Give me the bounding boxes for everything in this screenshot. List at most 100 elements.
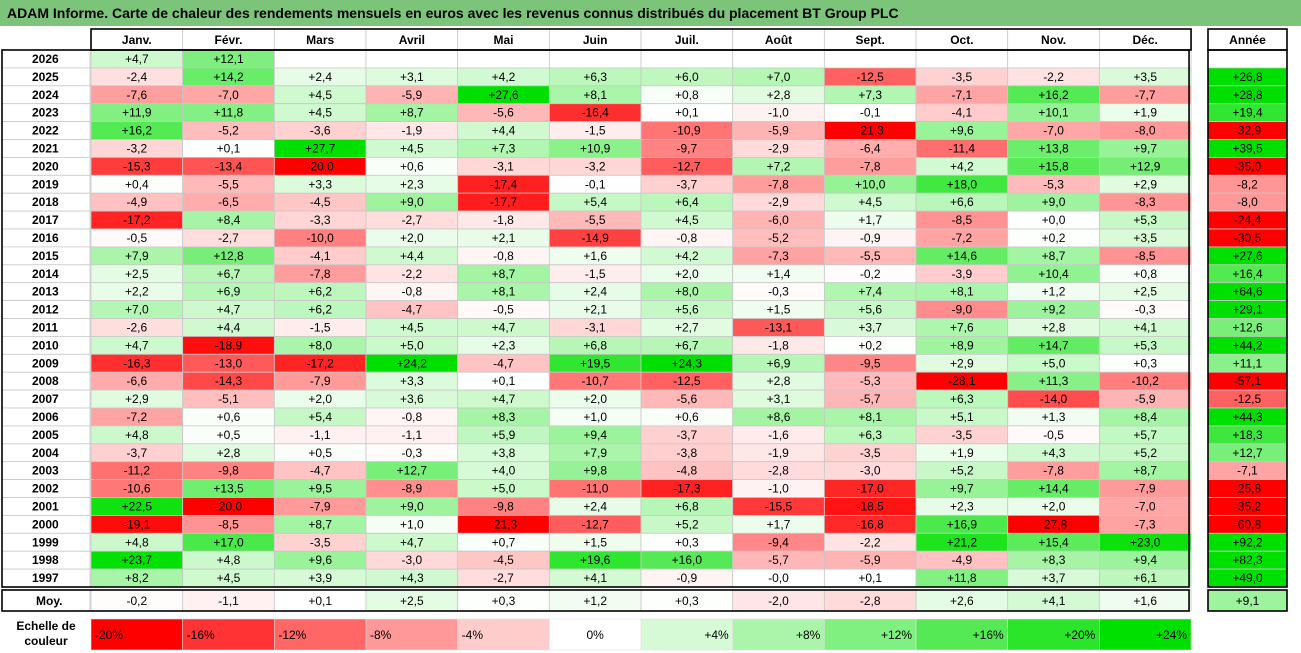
cell-value: +3,3 xyxy=(400,374,424,388)
year-value: -8,0 xyxy=(1237,195,1258,209)
cell-value: +4,1 xyxy=(1133,321,1157,335)
month-header: Févr. xyxy=(214,33,242,47)
cell-value: +1,4 xyxy=(767,267,791,281)
average-value: +0,3 xyxy=(675,594,699,608)
cell-value: -13,4 xyxy=(215,159,243,173)
cell-value: +2,3 xyxy=(950,500,974,514)
cell-value: +9,7 xyxy=(1133,142,1157,156)
cell-value: +1,9 xyxy=(950,446,974,460)
cell-value: +4,5 xyxy=(308,88,332,102)
cell-value: -2,2 xyxy=(860,535,881,549)
cell-value: +15,4 xyxy=(1038,535,1069,549)
cell-value: +7,9 xyxy=(125,249,149,263)
average-value: +1,6 xyxy=(1133,594,1157,608)
cell-value: +0,8 xyxy=(675,88,699,102)
month-header: Mai xyxy=(494,33,514,47)
cell-value: +14,6 xyxy=(947,249,978,263)
cell-value: -14,0 xyxy=(1040,392,1068,406)
cell-value: +10,9 xyxy=(580,142,611,156)
cell-value: -0,5 xyxy=(126,231,147,245)
year-value: +12,7 xyxy=(1232,446,1263,460)
cell-value: +0,1 xyxy=(492,374,516,388)
cell-value: -7,9 xyxy=(310,374,331,388)
cell-value: -1,5 xyxy=(310,321,331,335)
cell-value: +15,8 xyxy=(1038,159,1069,173)
cell-value: +0,6 xyxy=(217,410,241,424)
year-value: -60,8 xyxy=(1234,517,1262,531)
cell-value: -2,4 xyxy=(126,70,147,84)
cell-value: +1,2 xyxy=(1042,285,1066,299)
cell-value: -7,8 xyxy=(768,177,789,191)
cell-value: -1,9 xyxy=(402,124,423,138)
heat-cell xyxy=(457,49,550,69)
cell-value: +5,1 xyxy=(950,410,974,424)
cell-value: -4,5 xyxy=(493,553,514,567)
year-header: Année xyxy=(1229,33,1266,47)
cell-value: +4,5 xyxy=(675,213,699,227)
cell-value: +7,0 xyxy=(767,70,791,84)
cell-value: +0,6 xyxy=(400,159,424,173)
cell-value: +4,2 xyxy=(950,159,974,173)
cell-value: +4,1 xyxy=(583,571,607,585)
cell-value: +10,1 xyxy=(1038,106,1069,120)
cell-value: -12,7 xyxy=(582,517,610,531)
cell-value: -7,0 xyxy=(1043,124,1064,138)
cell-value: -2,2 xyxy=(402,267,423,281)
cell-value: +8,1 xyxy=(858,410,882,424)
cell-value: -11,0 xyxy=(582,482,609,496)
year-value: +18,3 xyxy=(1232,428,1263,442)
cell-value: -2,6 xyxy=(126,321,147,335)
cell-value: -10,2 xyxy=(1132,374,1160,388)
cell-value: +0,5 xyxy=(217,428,241,442)
year-value: +27,6 xyxy=(1232,249,1263,263)
cell-value: -10,0 xyxy=(306,231,334,245)
cell-value: -4,5 xyxy=(310,195,331,209)
cell-value: -4,8 xyxy=(677,464,698,478)
cell-value: +8,2 xyxy=(125,571,149,585)
cell-value: -0,3 xyxy=(1135,303,1156,317)
cell-value: +8,3 xyxy=(492,410,516,424)
cell-value: +1,5 xyxy=(767,303,791,317)
cell-value: -5,6 xyxy=(493,106,514,120)
row-label: 2000 xyxy=(32,517,59,531)
scale-value: -4% xyxy=(462,628,484,642)
cell-value: -5,5 xyxy=(860,249,881,263)
row-label: 2013 xyxy=(32,285,59,299)
cell-value: +5,2 xyxy=(675,517,699,531)
cell-value: -0,8 xyxy=(493,249,514,263)
cell-value: +2,8 xyxy=(767,374,791,388)
cell-value: -18,5 xyxy=(857,500,885,514)
cell-value: -3,0 xyxy=(402,553,423,567)
cell-value: -21,3 xyxy=(857,124,885,138)
cell-value: +2,5 xyxy=(125,267,149,281)
year-column-border xyxy=(1207,49,1288,588)
cell-value: +13,5 xyxy=(213,482,244,496)
cell-value: +0,8 xyxy=(1133,267,1157,281)
cell-value: +1,7 xyxy=(767,517,791,531)
average-row-border xyxy=(1,589,1190,612)
row-label: 2002 xyxy=(32,482,59,496)
cell-value: -8,5 xyxy=(1135,249,1156,263)
cell-value: +8,4 xyxy=(217,213,241,227)
cell-value: +2,1 xyxy=(492,231,516,245)
row-label: 2004 xyxy=(32,446,59,460)
cell-value: -2,7 xyxy=(402,213,423,227)
cell-value: -7,8 xyxy=(860,159,881,173)
cell-value: +3,8 xyxy=(492,446,516,460)
cell-value: -19,1 xyxy=(123,517,151,531)
cell-value: -3,7 xyxy=(677,428,698,442)
cell-value: +2,3 xyxy=(400,177,424,191)
cell-value: -1,1 xyxy=(310,428,331,442)
average-label: Moy. xyxy=(36,594,62,608)
cell-value: -15,3 xyxy=(123,159,151,173)
year-value: -30,5 xyxy=(1234,231,1262,245)
cell-value: -8,5 xyxy=(952,213,973,227)
cell-value: -10,6 xyxy=(123,482,151,496)
cell-value: -6,4 xyxy=(860,142,881,156)
month-header: Avril xyxy=(399,33,425,47)
cell-value: -7,9 xyxy=(310,500,331,514)
cell-value: -6,6 xyxy=(126,374,147,388)
scale-swatch xyxy=(274,618,367,651)
cell-value: -7,0 xyxy=(1135,500,1156,514)
